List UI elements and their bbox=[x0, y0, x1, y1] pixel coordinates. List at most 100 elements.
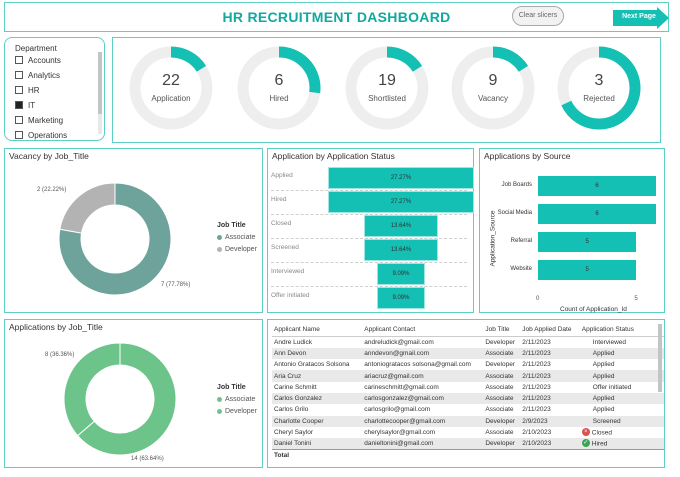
table-cell: andreludick@gmail.com bbox=[362, 337, 483, 348]
table-cell-text: carineschmitt@gmail.com bbox=[364, 383, 439, 391]
checkbox-icon[interactable] bbox=[15, 86, 23, 94]
slicer-scrollbar-thumb[interactable] bbox=[98, 52, 102, 114]
funnel-row-divider bbox=[271, 238, 467, 239]
checkbox-icon[interactable] bbox=[15, 56, 23, 64]
checkbox-icon[interactable] bbox=[15, 131, 23, 139]
table-column-header[interactable]: Job Applied Date bbox=[520, 324, 580, 337]
funnel-data-label: 9.09% bbox=[392, 295, 410, 301]
kpi-value: 19 bbox=[378, 72, 396, 89]
applications-donut-chart[interactable] bbox=[55, 334, 185, 464]
source-bar-data-label: 6 bbox=[595, 211, 599, 217]
table-row[interactable]: Aria Cruz ariacruz@gmail.com Associate 2/11… bbox=[272, 370, 664, 382]
table-row[interactable]: Carlos Gonzalez carlosgonzalez@gmail.com A… bbox=[272, 392, 664, 405]
kpi-ring-fill bbox=[237, 46, 321, 130]
kpi-card-rejected[interactable]: 3 Rejected bbox=[557, 46, 641, 130]
table-cell: 2/11/2023 bbox=[520, 337, 580, 348]
legend-associate[interactable]: Associate bbox=[217, 234, 255, 241]
table-row[interactable]: Daniel Tonini danieltonini@gmail.com Devel… bbox=[272, 438, 664, 450]
kpi-ring bbox=[451, 46, 535, 130]
legend-associate[interactable]: Associate bbox=[217, 396, 255, 403]
funnel-row-divider bbox=[271, 286, 467, 287]
table-column-header[interactable]: Job Title bbox=[483, 324, 521, 337]
source-y-axis-label: Application_Source bbox=[489, 210, 497, 267]
table-cell-text: 2/11/2023 bbox=[522, 406, 551, 414]
kpi-label: Application bbox=[151, 94, 191, 103]
arrow-right-icon bbox=[613, 7, 669, 29]
legend-dot-icon bbox=[217, 235, 222, 240]
source-bar-job-boards[interactable]: 6 bbox=[538, 176, 656, 196]
table-cell: 2/10/2023 bbox=[520, 438, 580, 450]
department-option-it[interactable]: IT bbox=[15, 99, 35, 111]
donut-slice-developer[interactable] bbox=[63, 342, 121, 437]
table-cell-text: danieltonini@gmail.com bbox=[364, 440, 434, 448]
department-option-analytics[interactable]: Analytics bbox=[15, 69, 60, 81]
vacancy-by-job-title-panel: Vacancy by Job_Title 2 (22.22%) 7 (77.78… bbox=[4, 148, 263, 313]
donut-slice-associate[interactable] bbox=[58, 182, 172, 296]
table-row[interactable]: Antonio Gratacos Solsona antoniogratacos … bbox=[272, 359, 664, 370]
table-column-header[interactable]: Applicant Contact bbox=[362, 324, 484, 337]
table-cell-text: Associate bbox=[485, 406, 514, 414]
kpi-ring-fill bbox=[129, 46, 213, 130]
donut-slice-associate[interactable] bbox=[76, 342, 177, 456]
funnel-category-label: Offer initiated bbox=[271, 292, 310, 299]
legend-developer[interactable]: Developer bbox=[217, 246, 257, 253]
table-row[interactable]: Cheryl Saylor cherylsaylor@gmail.com Assoc… bbox=[272, 427, 664, 438]
funnel-bar-interviewed[interactable]: 9.09% bbox=[376, 263, 426, 285]
table-column-header[interactable]: Applicant Name bbox=[272, 324, 363, 337]
table-row[interactable]: Charlotte Cooper charlottecooper@gmail.co… bbox=[272, 415, 664, 427]
table-cell: Associate bbox=[483, 392, 521, 405]
kpi-card-vacancy[interactable]: 9 Vacancy bbox=[451, 46, 535, 130]
checkbox-icon[interactable] bbox=[15, 101, 23, 109]
table-cell-text: Developer bbox=[485, 361, 515, 369]
vacancy-donut-chart[interactable] bbox=[45, 169, 185, 309]
table-cell: 2/11/2023 bbox=[520, 404, 580, 415]
table-row[interactable]: Andre Ludick andreludick@gmail.com Develop… bbox=[272, 337, 664, 348]
vacancy-developer-data-label: 2 (22.22%) bbox=[37, 187, 67, 193]
department-option-hr[interactable]: HR bbox=[15, 84, 40, 96]
applicant-table: Applicant Name Applicant Contact Job Title… bbox=[272, 324, 664, 461]
funnel-row-divider bbox=[271, 262, 467, 263]
application-status-panel: Application by Application Status Applie… bbox=[267, 148, 474, 313]
applications-by-job-title-panel: Applications by Job_Title 8 (36.36%) 14 … bbox=[4, 319, 263, 468]
funnel-bar-offer-initiated[interactable]: 9.09% bbox=[376, 287, 426, 309]
checkbox-icon[interactable] bbox=[15, 71, 23, 79]
table-cell-text: Offer initiated bbox=[592, 383, 632, 391]
source-category-label: Referral bbox=[510, 238, 532, 244]
table-cell-text: cherylsaylor@gmail.com bbox=[364, 429, 436, 437]
donut-slice-developer[interactable] bbox=[59, 182, 116, 234]
clear-slicers-button[interactable]: Clear slicers bbox=[512, 6, 564, 26]
kpi-card-shortlisted[interactable]: 19 Shortlisted bbox=[345, 46, 429, 130]
table-column-header[interactable]: Application Status bbox=[579, 324, 664, 337]
legend-developer[interactable]: Developer bbox=[217, 408, 257, 415]
table-scrollbar-thumb[interactable] bbox=[658, 324, 662, 392]
kpi-card-hired[interactable]: 6 Hired bbox=[237, 46, 321, 130]
table-cell: Aria Cruz bbox=[272, 370, 363, 382]
funnel-bar-screened[interactable]: 13.64% bbox=[364, 239, 438, 261]
funnel-data-label: 13.64% bbox=[390, 247, 412, 253]
table-cell-text: Developer bbox=[485, 417, 515, 425]
kpi-label: Vacancy bbox=[477, 94, 509, 103]
table-cell-text: Closed bbox=[591, 429, 613, 437]
source-bar-social-media[interactable]: 6 bbox=[538, 204, 656, 224]
funnel-bar-hired[interactable]: 27.27% bbox=[328, 191, 474, 213]
kpi-ring bbox=[557, 46, 641, 130]
table-row[interactable]: Carlos Grilo carlosgrilo@gmail.com Associa… bbox=[272, 404, 664, 415]
next-page-button[interactable]: Next Page bbox=[613, 7, 669, 29]
funnel-category-label: Closed bbox=[271, 220, 292, 227]
kpi-card-application[interactable]: 22 Application bbox=[129, 46, 213, 130]
table-cell: ariacruz@gmail.com bbox=[362, 370, 484, 382]
funnel-category-label: Interviewed bbox=[271, 268, 305, 275]
checkbox-icon[interactable] bbox=[15, 116, 23, 124]
funnel-data-label: 27.27% bbox=[390, 175, 412, 181]
source-bar-referral[interactable]: 5 bbox=[538, 232, 637, 252]
table-cell: Associate bbox=[483, 382, 520, 393]
department-option-marketing[interactable]: Marketing bbox=[15, 114, 63, 126]
funnel-bar-applied[interactable]: 27.27% bbox=[328, 167, 474, 189]
source-bar-website[interactable]: 5 bbox=[538, 260, 637, 280]
kpi-ring-fill bbox=[345, 46, 429, 130]
funnel-bar-closed[interactable]: 13.64% bbox=[364, 215, 438, 237]
department-option-accounts[interactable]: Accounts bbox=[15, 54, 61, 66]
table-row[interactable]: Ann Devon anndevon@gmail.com Associate 2/11… bbox=[272, 347, 664, 360]
table-row[interactable]: Carine Schmitt carineschmitt@gmail.com Ass… bbox=[272, 382, 664, 393]
department-option-operations[interactable]: Operations bbox=[15, 129, 67, 141]
